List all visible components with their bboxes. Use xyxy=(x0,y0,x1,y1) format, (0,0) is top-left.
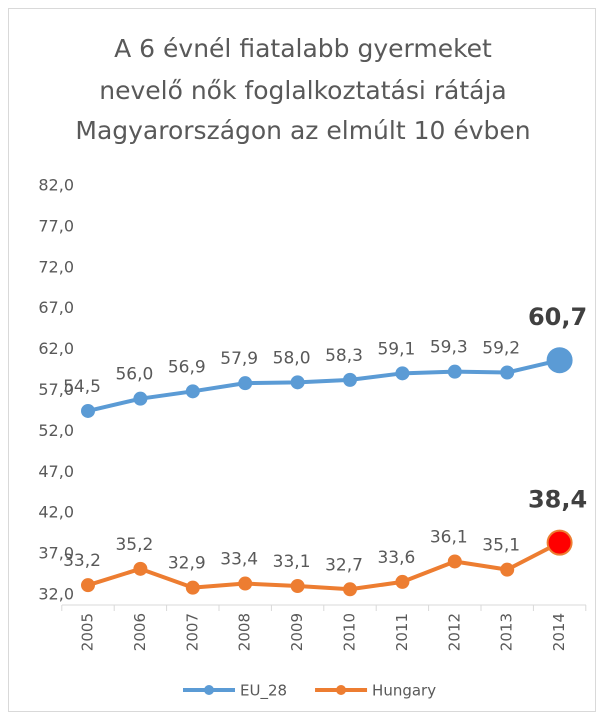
data-label: 59,2 xyxy=(482,339,520,359)
chart-border xyxy=(8,8,596,712)
x-tick-label: 2014 xyxy=(550,613,568,651)
chart-title: Magyarországon az elmúlt 10 évben xyxy=(75,116,530,145)
data-point xyxy=(185,384,200,399)
data-label: 58,0 xyxy=(273,348,311,368)
data-point xyxy=(133,391,148,406)
legend-label: EU_28 xyxy=(240,682,287,701)
chart-title: nevelő nők foglalkoztatási rátája xyxy=(99,76,506,105)
x-tick-label: 2011 xyxy=(393,613,411,651)
data-point xyxy=(81,403,95,418)
data-label: 58,3 xyxy=(325,346,363,366)
data-point xyxy=(133,561,148,576)
data-label: 57,9 xyxy=(220,349,258,369)
data-point xyxy=(546,529,573,556)
series-line xyxy=(87,540,561,592)
y-tick-label: 42,0 xyxy=(38,503,74,522)
data-point xyxy=(395,574,410,589)
x-tick-label: 2012 xyxy=(445,613,463,651)
data-label: 60,7 xyxy=(528,303,587,331)
data-label: 56,0 xyxy=(115,365,153,385)
data-label: 33,4 xyxy=(220,550,258,570)
y-tick-label: 32,0 xyxy=(38,585,74,604)
x-tick-label: 2006 xyxy=(131,613,149,651)
data-label: 36,1 xyxy=(430,527,468,547)
legend-marker xyxy=(204,685,214,695)
x-tick-label: 2009 xyxy=(288,613,306,651)
data-label: 32,7 xyxy=(325,555,363,575)
data-label: 54,5 xyxy=(63,377,101,397)
data-point xyxy=(447,554,462,569)
data-point xyxy=(343,582,357,597)
x-tick-label: 2010 xyxy=(341,613,359,651)
data-label: 32,9 xyxy=(168,554,206,574)
legend-label: Hungary xyxy=(372,682,436,700)
data-label: 59,3 xyxy=(430,338,468,358)
y-tick-label: 47,0 xyxy=(38,462,74,481)
y-tick-label: 77,0 xyxy=(38,216,74,235)
data-label: 33,2 xyxy=(63,551,101,571)
data-label: 33,6 xyxy=(377,548,415,568)
data-label: 38,4 xyxy=(528,486,587,514)
y-tick-label: 62,0 xyxy=(38,339,74,358)
data-point xyxy=(238,376,253,391)
data-point xyxy=(290,375,305,390)
chart-title: A 6 évnél fiatalabb gyermeket xyxy=(114,34,492,63)
data-point xyxy=(81,578,95,593)
y-tick-label: 82,0 xyxy=(38,176,74,195)
legend-marker xyxy=(336,685,347,695)
data-point xyxy=(238,576,253,591)
x-tick-label: 2007 xyxy=(183,613,201,651)
data-point xyxy=(500,562,515,577)
series-line xyxy=(87,358,561,413)
y-tick-label: 72,0 xyxy=(38,257,74,276)
y-tick-label: 37,0 xyxy=(38,544,74,563)
data-point xyxy=(185,580,200,595)
x-tick-label: 2013 xyxy=(498,613,516,651)
data-label: 33,1 xyxy=(273,552,311,572)
data-point xyxy=(500,365,515,380)
data-point xyxy=(546,347,573,374)
data-label: 56,9 xyxy=(168,357,206,377)
data-point xyxy=(395,366,410,381)
x-tick-label: 2005 xyxy=(79,613,97,651)
y-tick-label: 67,0 xyxy=(38,298,74,317)
data-label: 35,1 xyxy=(482,536,520,556)
data-label: 59,1 xyxy=(377,339,415,359)
x-tick-label: 2008 xyxy=(236,613,254,651)
y-tick-label: 52,0 xyxy=(38,421,74,440)
data-point xyxy=(343,372,357,387)
y-tick-label: 57,0 xyxy=(38,380,74,399)
data-label: 35,2 xyxy=(115,535,153,555)
data-point xyxy=(290,579,305,594)
data-point xyxy=(447,364,462,379)
